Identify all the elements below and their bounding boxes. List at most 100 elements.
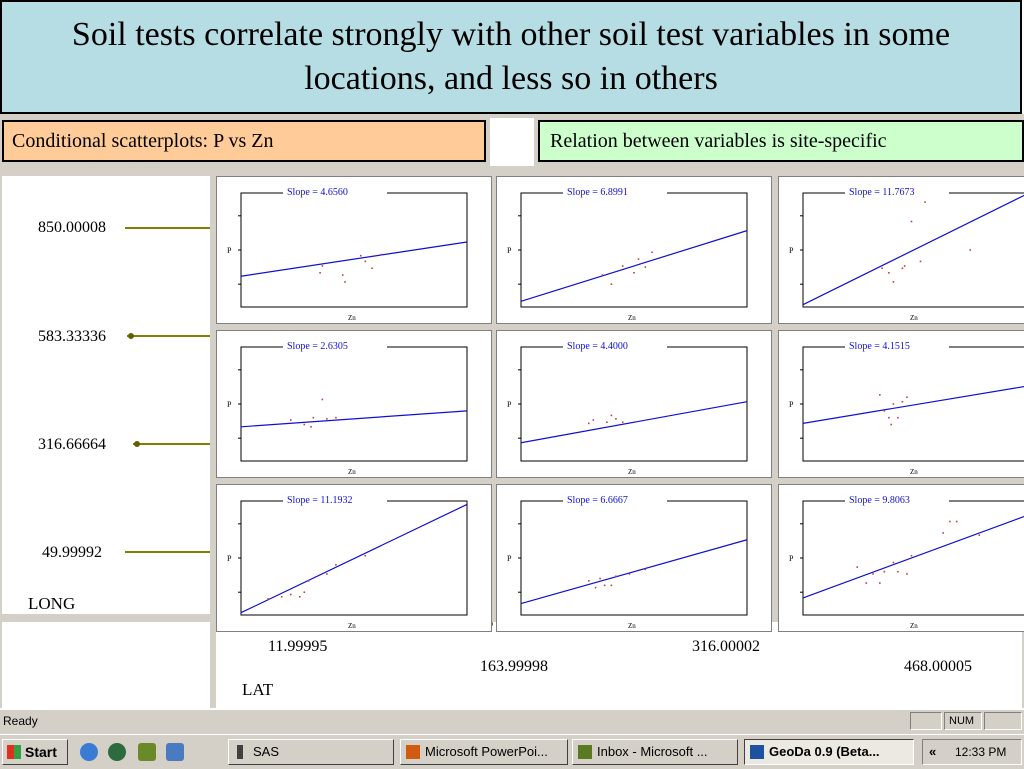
scatterplot-panel-4[interactable]: Slope = 2.6305 P Zn [216, 330, 492, 478]
data-point [312, 416, 315, 419]
scatterplot-svg: Slope = 4.1515 P Zn [789, 341, 1024, 476]
title-gap [845, 191, 949, 196]
data-point [380, 253, 382, 256]
scatterplot-svg: Slope = 6.6667 P Zn [507, 495, 748, 630]
netscape-icon[interactable] [108, 743, 126, 761]
data-point [924, 201, 926, 203]
taskbar-item-inbox[interactable]: Inbox - Microsoft ... [572, 739, 738, 765]
status-cell-empty [910, 712, 942, 730]
data-point [651, 251, 653, 254]
data-point [978, 534, 981, 536]
y-axis-label: P [789, 400, 794, 409]
vertical-axis-lines [125, 227, 210, 553]
y-axis-label: P [507, 400, 512, 409]
regression-line [802, 515, 1024, 599]
data-point [310, 426, 312, 428]
taskbar-item-sas[interactable]: SAS [228, 739, 394, 765]
data-point [321, 265, 324, 267]
scatterplot-panel-3[interactable]: Slope = 11.7673 P Zn [778, 176, 1024, 324]
data-point [603, 584, 606, 587]
y-axis-label: P [789, 554, 794, 563]
scatterplot-panel-9[interactable]: Slope = 9.8063 P Zn [778, 484, 1024, 632]
x-axis-label: Zn [628, 622, 636, 630]
system-tray: « 12:33 PM [922, 739, 1022, 765]
data-point [592, 419, 595, 421]
data-point [289, 419, 292, 421]
scatterplot-panel-8[interactable]: Slope = 6.6667 P Zn [496, 484, 772, 632]
scatterplot-panel-2[interactable]: Slope = 6.8991 P Zn [496, 176, 772, 324]
callout-conditional-scatterplots: Conditional scatterplots: P vs Zn [2, 120, 486, 162]
y-axis-label: P [227, 554, 232, 563]
data-point [319, 272, 321, 274]
title-gap [563, 499, 667, 504]
long-axis-label: LONG [28, 594, 76, 613]
scatterplot-panel-6[interactable]: Slope = 4.1515 P Zn [778, 330, 1024, 478]
taskbar-item-powerpoint[interactable]: Microsoft PowerPoi... [400, 739, 568, 765]
data-point [969, 249, 972, 251]
horizontal-conditioning-axis[interactable]: 11.99995 163.99998 316.00002 468.00005 L… [216, 621, 1022, 708]
data-point [901, 267, 904, 270]
long-tick-2: 583.33336 [38, 328, 106, 345]
powerpoint-icon [406, 745, 420, 759]
data-point [359, 254, 362, 257]
scatterplot-panel-1[interactable]: Slope = 4.6560 P Zn [216, 176, 492, 324]
tray-expand-icon[interactable]: « [929, 744, 937, 759]
outlook-icon[interactable] [138, 743, 156, 761]
y-axis-label: P [789, 246, 794, 255]
clock: 12:33 PM [955, 745, 1007, 759]
data-point [610, 414, 613, 417]
title-gap [845, 345, 949, 350]
plot-frame [802, 500, 1024, 616]
plot-frame [802, 346, 1024, 462]
data-point [897, 416, 899, 419]
regression-line [802, 385, 1024, 424]
long-tick-3: 316.66664 [38, 436, 106, 453]
data-point [890, 423, 892, 426]
data-point [892, 403, 895, 405]
data-point [888, 272, 890, 274]
regression-line [240, 503, 468, 614]
title-gap [563, 345, 667, 350]
desktop-icon[interactable] [166, 743, 184, 761]
scatterplot-panel-5[interactable]: Slope = 4.4000 P Zn [496, 330, 772, 478]
regression-line [520, 401, 748, 444]
data-point [628, 573, 631, 575]
x-axis-label: Zn [348, 468, 356, 476]
data-point [267, 598, 269, 600]
data-point [335, 564, 337, 566]
vertical-conditioning-axis[interactable]: 850.00008 583.33336 316.66664 49.99992 L… [2, 176, 210, 614]
data-point [326, 573, 328, 575]
internet-explorer-icon[interactable] [80, 743, 98, 761]
x-axis-label: Zn [910, 468, 918, 476]
data-point [881, 267, 883, 270]
plot-frame [240, 192, 468, 308]
start-button[interactable]: Start [2, 739, 68, 765]
plot-frame [520, 346, 748, 462]
data-point [298, 595, 301, 598]
scatterplot-svg: Slope = 9.8063 P Zn [789, 495, 1024, 630]
data-point [588, 580, 590, 582]
data-point [606, 421, 608, 424]
data-point [364, 260, 367, 263]
data-point [303, 423, 306, 426]
x-axis-label: Zn [348, 622, 356, 630]
scatterplot-svg: Slope = 11.7673 P Zn [789, 187, 1024, 322]
data-point [303, 591, 306, 593]
data-point [897, 570, 899, 573]
title-gap [283, 499, 387, 504]
long-tick-1: 850.00008 [38, 219, 106, 236]
slope-label: Slope = 11.1932 [287, 495, 353, 506]
x-axis-label: Zn [628, 468, 636, 476]
title-gap [563, 191, 667, 196]
scatterplot-svg: Slope = 4.4000 P Zn [507, 341, 748, 476]
regression-line [240, 241, 468, 277]
data-point [280, 595, 283, 598]
x-axis-label: Zn [910, 314, 918, 322]
data-point [344, 281, 346, 283]
taskbar-item-geoda[interactable]: GeoDa 0.9 (Beta... [744, 739, 914, 765]
scatterplot-svg: Slope = 2.6305 P Zn [227, 341, 468, 476]
lat-axis-label: LAT [242, 680, 274, 699]
plot-frame [240, 346, 468, 462]
scatterplot-panel-7[interactable]: Slope = 11.1932 P Zn [216, 484, 492, 632]
x-axis-label: Zn [910, 622, 918, 630]
